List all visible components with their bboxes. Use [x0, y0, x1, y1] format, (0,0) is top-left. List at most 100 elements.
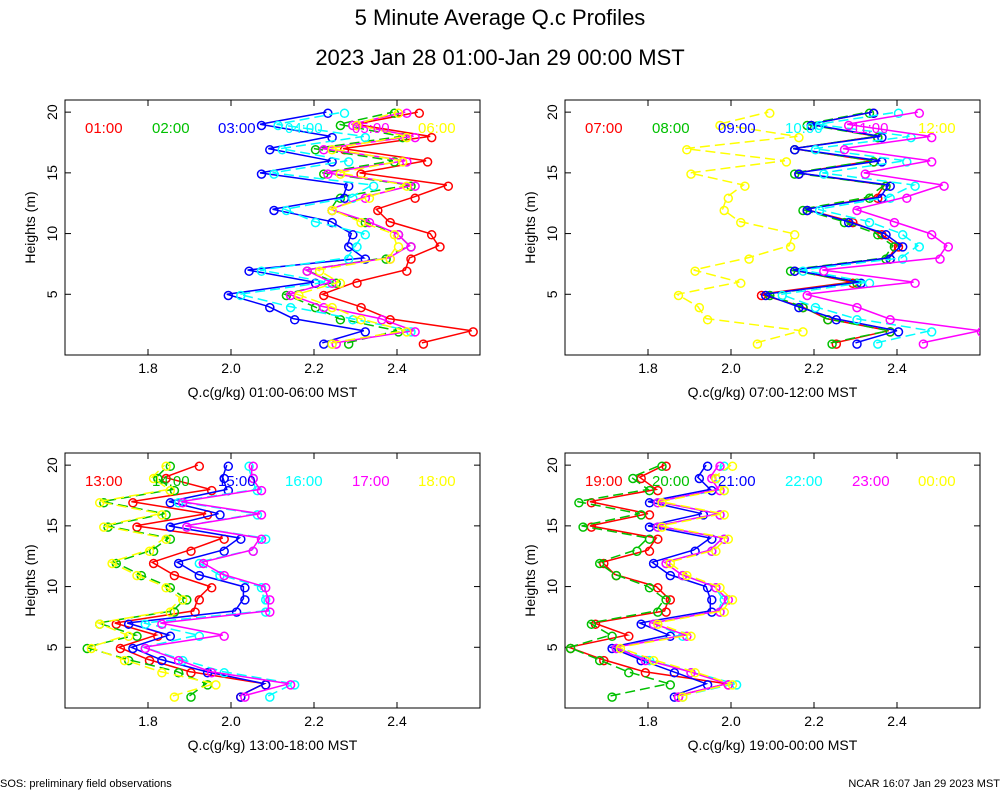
y-tick-label: 15 — [544, 518, 560, 534]
series-line — [114, 464, 267, 697]
data-point — [785, 242, 796, 252]
data-point — [426, 132, 437, 143]
data-point — [852, 339, 862, 349]
data-point — [657, 498, 667, 508]
data-point — [881, 230, 891, 240]
data-point — [260, 595, 271, 605]
data-point — [265, 692, 275, 702]
data-point — [356, 217, 366, 228]
data-point — [798, 327, 808, 337]
data-point — [161, 534, 171, 544]
legend-label: 18:00 — [418, 473, 456, 490]
legend-label: 07:00 — [585, 120, 623, 137]
data-point — [902, 193, 912, 204]
data-point — [682, 570, 692, 581]
series-line — [295, 111, 406, 344]
data-point — [744, 254, 754, 264]
data-point — [810, 302, 821, 313]
legend-label: 16:00 — [285, 473, 323, 490]
data-point — [624, 668, 634, 678]
series-line — [87, 464, 218, 697]
legend-label: 17:00 — [352, 473, 390, 490]
series-0100 — [319, 108, 478, 349]
data-point — [115, 643, 126, 654]
data-point — [711, 546, 721, 557]
data-point — [244, 266, 254, 276]
data-point — [99, 522, 109, 532]
data-point — [335, 120, 346, 131]
data-point — [711, 473, 721, 484]
data-point — [165, 534, 176, 544]
data-point — [574, 498, 584, 508]
data-point — [356, 315, 366, 325]
footer-left: SOS: preliminary field observations — [0, 778, 172, 790]
data-point — [248, 461, 258, 472]
data-point — [352, 120, 362, 131]
y-tick-label: 10 — [44, 226, 60, 242]
data-point — [926, 327, 937, 337]
data-point — [410, 193, 420, 204]
data-point — [599, 655, 609, 666]
data-point — [926, 132, 937, 143]
data-point — [194, 570, 205, 581]
y-tick-label: 10 — [544, 226, 560, 242]
data-point — [665, 595, 676, 605]
data-point — [628, 473, 638, 484]
data-point — [885, 315, 895, 325]
data-point — [319, 169, 329, 179]
data-point — [906, 132, 916, 143]
data-point — [215, 510, 225, 520]
series-line — [805, 111, 980, 344]
data-point — [173, 655, 184, 666]
data-point — [327, 145, 337, 155]
x-tick-label: 2.4 — [387, 360, 407, 376]
data-point — [323, 108, 333, 119]
data-point — [94, 498, 105, 508]
data-point — [727, 461, 738, 472]
data-point — [702, 461, 713, 472]
data-point — [194, 631, 205, 642]
series-1100 — [802, 108, 980, 349]
data-point — [736, 278, 746, 289]
data-point — [632, 546, 642, 557]
series-line — [320, 111, 472, 344]
data-point — [319, 290, 329, 301]
data-point — [976, 327, 980, 337]
data-point — [265, 595, 275, 605]
data-point — [707, 595, 717, 605]
data-point — [182, 595, 192, 605]
data-point — [719, 534, 729, 544]
data-point — [157, 668, 167, 678]
data-point — [128, 498, 138, 508]
data-point — [157, 655, 167, 666]
data-point — [240, 595, 250, 605]
data-point — [161, 510, 171, 520]
data-point — [852, 302, 862, 313]
data-point — [661, 595, 671, 605]
series-line — [239, 111, 410, 344]
data-point — [356, 302, 366, 313]
data-point — [385, 254, 395, 264]
data-point — [314, 266, 325, 276]
data-point — [702, 315, 713, 325]
data-point — [206, 485, 217, 496]
data-point — [910, 278, 920, 289]
data-point — [107, 558, 117, 569]
data-point — [368, 181, 379, 191]
data-point — [615, 643, 626, 654]
series-1200 — [673, 108, 808, 349]
data-point — [594, 558, 605, 569]
data-point — [186, 692, 196, 702]
data-point — [852, 205, 862, 216]
data-point — [223, 461, 234, 472]
data-point — [86, 643, 97, 654]
data-point — [789, 230, 800, 240]
data-point — [169, 607, 180, 617]
legend-label: 11:00 — [852, 120, 888, 137]
legend-label: 14:00 — [152, 473, 190, 490]
data-point — [939, 181, 949, 191]
data-point — [385, 217, 395, 228]
data-point — [719, 485, 729, 496]
series-line — [763, 111, 903, 344]
data-point — [236, 692, 246, 702]
